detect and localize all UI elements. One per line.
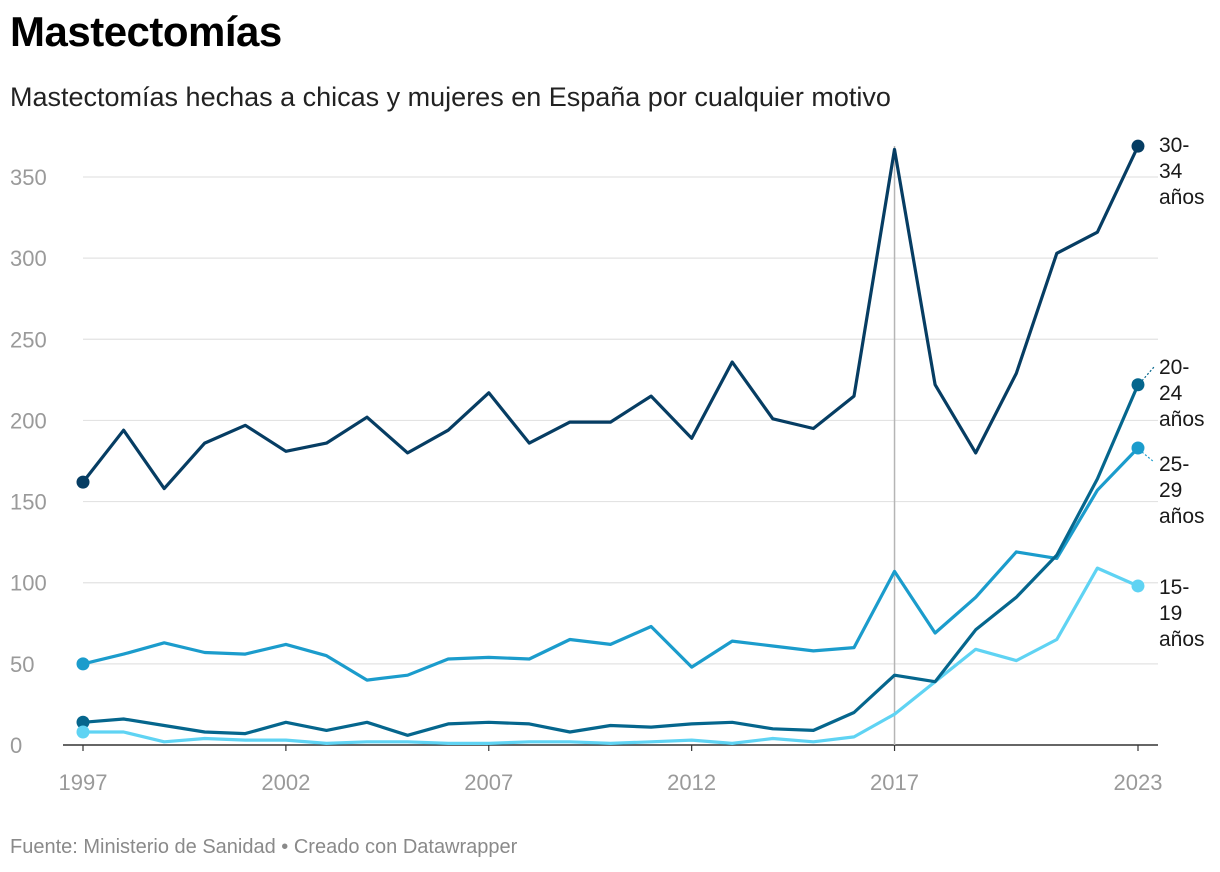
chart-title: Mastectomías	[10, 8, 282, 55]
chart-subtitle: Mastectomías hechas a chicas y mujeres e…	[10, 82, 891, 112]
y-tick-label: 300	[10, 246, 47, 271]
label-connector	[1141, 451, 1155, 463]
y-tick-label: 200	[10, 408, 47, 433]
series-label: 30-	[1159, 134, 1189, 157]
x-tick-label: 2002	[261, 770, 310, 795]
y-tick-label: 150	[10, 490, 47, 515]
start-point	[76, 725, 90, 739]
series-label: 24	[1159, 382, 1183, 405]
series-label: años	[1159, 408, 1205, 431]
series-label: 25-	[1159, 453, 1189, 476]
end-point	[1131, 441, 1145, 455]
chart-footer: Fuente: Ministerio de Sanidad • Creado c…	[10, 836, 517, 859]
y-tick-label: 250	[10, 327, 47, 352]
series-label: 34	[1159, 160, 1183, 183]
credit-link[interactable]: Creado con Datawrapper	[293, 836, 518, 858]
y-tick-label: 0	[10, 733, 22, 758]
start-point	[76, 657, 90, 671]
series-line-30-34-años	[81, 144, 1140, 491]
series-line-15-19-años	[81, 566, 1140, 746]
footer-separator: •	[281, 836, 289, 858]
x-tick-label: 1997	[59, 770, 108, 795]
start-point	[76, 475, 90, 489]
end-point	[1131, 378, 1145, 392]
series-label: 20-	[1159, 356, 1189, 379]
series-label: 19	[1159, 602, 1182, 625]
y-tick-label: 50	[10, 652, 34, 677]
x-tick-label: 2023	[1114, 770, 1163, 795]
series-label: 29	[1159, 479, 1182, 502]
end-point	[1131, 579, 1145, 593]
series-label: años	[1159, 628, 1205, 651]
series-label: 15-	[1159, 576, 1189, 599]
label-connector	[1141, 366, 1155, 382]
x-tick-label: 2017	[870, 770, 919, 795]
x-tick-label: 2007	[464, 770, 513, 795]
series-label: años	[1159, 186, 1205, 209]
series-line-20-24-años	[81, 383, 1140, 737]
y-tick-label: 100	[10, 571, 47, 596]
start-point	[76, 715, 90, 729]
y-tick-label: 350	[10, 165, 47, 190]
series-label: años	[1159, 505, 1205, 528]
series-line-25-29-años	[81, 446, 1140, 682]
x-tick-label: 2012	[667, 770, 716, 795]
end-point	[1131, 139, 1145, 153]
source-note: Fuente: Ministerio de Sanidad	[10, 836, 276, 858]
